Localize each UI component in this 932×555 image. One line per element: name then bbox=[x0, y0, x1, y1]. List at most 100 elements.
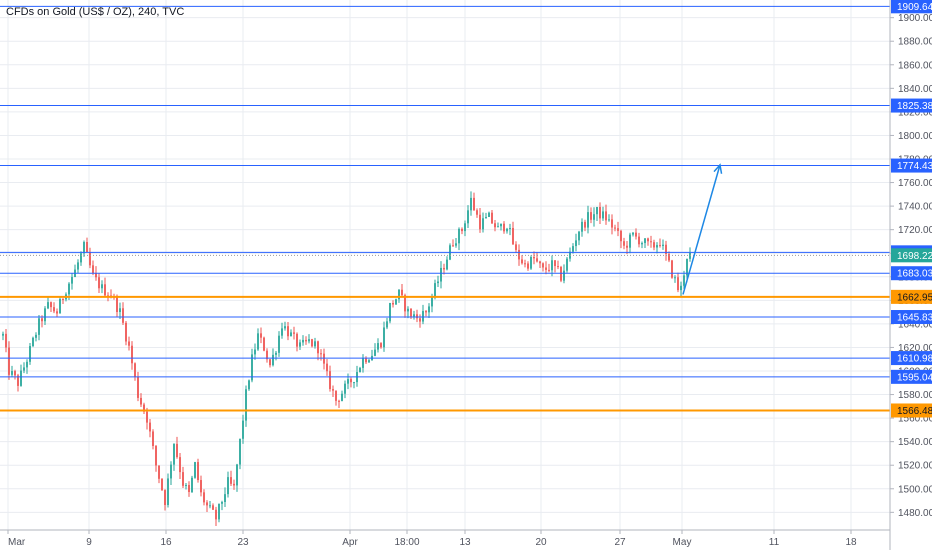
candle-body bbox=[626, 245, 628, 248]
level-price-label: 1909.64 bbox=[897, 2, 932, 13]
candle-body bbox=[503, 223, 505, 232]
candle-body bbox=[140, 397, 142, 405]
y-tick-label: 1760.00 bbox=[898, 178, 932, 189]
candle-body bbox=[401, 289, 403, 296]
candle-body bbox=[344, 383, 346, 394]
candle-body bbox=[248, 380, 250, 390]
horizontal-levels bbox=[0, 5, 890, 412]
candle-body bbox=[149, 422, 151, 432]
candle-body bbox=[14, 371, 16, 376]
candle-body bbox=[551, 260, 553, 271]
candle-body bbox=[278, 335, 280, 353]
candle-body bbox=[296, 333, 298, 347]
candle-body bbox=[518, 249, 520, 260]
candle-body bbox=[677, 277, 679, 291]
x-tick-label: 20 bbox=[535, 537, 547, 548]
candle-body bbox=[260, 333, 262, 338]
candle-body bbox=[389, 302, 391, 322]
x-tick-label: 23 bbox=[237, 537, 249, 548]
candle-body bbox=[425, 311, 427, 313]
candle-body bbox=[659, 245, 661, 247]
current-price-tag bbox=[891, 248, 932, 263]
grid bbox=[0, 0, 890, 530]
y-tick-label: 1800.00 bbox=[898, 131, 932, 142]
candle-body bbox=[506, 228, 508, 232]
candle-body bbox=[26, 361, 28, 368]
candle-body bbox=[272, 354, 274, 366]
candle-body bbox=[533, 256, 535, 259]
candle-body bbox=[299, 342, 301, 347]
candle-body bbox=[611, 219, 613, 228]
candle-body bbox=[125, 322, 127, 342]
x-tick-label: 16 bbox=[160, 537, 172, 548]
candle-body bbox=[143, 404, 145, 412]
candle-body bbox=[11, 371, 13, 375]
candle-body bbox=[575, 240, 577, 247]
candle-body bbox=[365, 358, 367, 363]
candle-body bbox=[599, 206, 601, 219]
candle-body bbox=[410, 308, 412, 317]
candle-body bbox=[656, 245, 658, 248]
candle-body bbox=[275, 352, 277, 355]
candle-body bbox=[221, 501, 223, 504]
level-price-label: 1645.83 bbox=[897, 313, 932, 324]
candle-body bbox=[422, 311, 424, 322]
candle-body bbox=[596, 206, 598, 215]
projection-arrow[interactable] bbox=[682, 164, 721, 295]
candle-body bbox=[641, 243, 643, 245]
level-labels: 1909.641825.381774.431700.751683.031662.… bbox=[891, 0, 932, 418]
candle-body bbox=[545, 267, 547, 270]
level-price-tag bbox=[891, 266, 932, 281]
candle-body bbox=[458, 228, 460, 244]
candle-body bbox=[35, 334, 37, 338]
candle-body bbox=[521, 259, 523, 264]
candle-body bbox=[419, 318, 421, 322]
candle-body bbox=[170, 464, 172, 479]
candle-body bbox=[395, 299, 397, 305]
y-tick-label: 1880.00 bbox=[898, 37, 932, 48]
level-price-tag bbox=[891, 351, 932, 366]
candle-body bbox=[188, 485, 190, 492]
y-tick-label: 1860.00 bbox=[898, 60, 932, 71]
candle-body bbox=[128, 341, 130, 346]
time-axis[interactable]: Mar 9 16 23 Apr 18:00 13 20 27 May 11 18 bbox=[7, 530, 857, 548]
candle-body bbox=[236, 464, 238, 486]
y-tick-label: 1740.00 bbox=[898, 202, 932, 213]
candle-body bbox=[287, 326, 289, 337]
candle-body bbox=[122, 308, 124, 323]
candle-body bbox=[209, 505, 211, 507]
candle-body bbox=[161, 478, 163, 491]
candle-body bbox=[680, 285, 682, 291]
level-price-tag bbox=[891, 158, 932, 173]
candle-body bbox=[293, 332, 295, 334]
candle-body bbox=[20, 370, 22, 386]
candle-body bbox=[137, 376, 139, 398]
y-tick-label: 1560.00 bbox=[898, 414, 932, 425]
candle-body bbox=[527, 263, 529, 269]
candle-body bbox=[515, 244, 517, 250]
candle-body bbox=[290, 332, 292, 337]
candle-body bbox=[617, 228, 619, 231]
candle-body bbox=[494, 223, 496, 228]
y-tick-label: 1520.00 bbox=[898, 461, 932, 472]
candle-body bbox=[416, 314, 418, 319]
candle-body bbox=[377, 343, 379, 350]
candle-body bbox=[587, 212, 589, 228]
candle-body bbox=[242, 420, 244, 439]
candle-body bbox=[632, 232, 634, 235]
candle-body bbox=[269, 359, 271, 366]
y-tick-label: 1620.00 bbox=[898, 343, 932, 354]
candle-body bbox=[665, 244, 667, 254]
candle-body bbox=[380, 343, 382, 348]
level-price-label: 1774.43 bbox=[897, 161, 932, 172]
candle-body bbox=[374, 349, 376, 356]
candle-body bbox=[482, 218, 484, 230]
candle-body bbox=[167, 478, 169, 506]
candle-body bbox=[512, 227, 514, 245]
candle-body bbox=[203, 492, 205, 503]
candle-body bbox=[392, 302, 394, 305]
candle-body bbox=[635, 232, 637, 237]
x-tick-label: 27 bbox=[614, 537, 626, 548]
